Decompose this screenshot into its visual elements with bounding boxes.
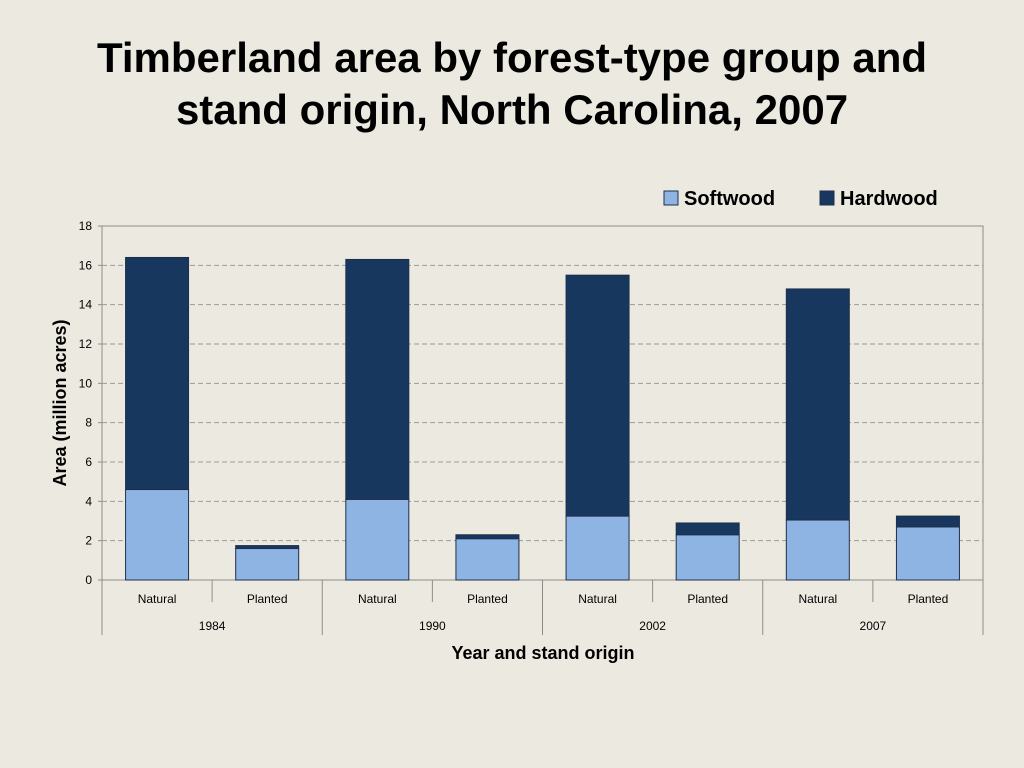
x-category-label: Planted (247, 592, 288, 606)
y-axis-title: Area (million acres) (50, 319, 70, 486)
y-tick-label: 6 (85, 455, 92, 469)
y-tick-label: 18 (79, 219, 93, 233)
x-category-label: Natural (578, 592, 617, 606)
x-category-label: Planted (467, 592, 508, 606)
bar-softwood (895, 526, 960, 581)
legend-label-softwood: Softwood (684, 188, 775, 210)
bar-hardwood (675, 522, 740, 536)
bar-softwood (235, 548, 300, 581)
bar-hardwood (345, 258, 410, 500)
bar-hardwood (455, 534, 520, 540)
x-category-label: Natural (358, 592, 397, 606)
y-tick-label: 14 (79, 298, 93, 312)
slide-title-line-2: stand origin, North Carolina, 2007 (175, 86, 849, 133)
bar-hardwood (785, 288, 850, 521)
x-axis-title: Year and stand origin (451, 643, 634, 663)
plot-area (101, 225, 984, 581)
y-tick-label: 16 (79, 258, 93, 272)
x-group-label: 1990 (419, 619, 446, 633)
legend-label-hardwood: Hardwood (840, 188, 938, 210)
x-category-label: Natural (798, 592, 837, 606)
slide-title: Timberland area by forest-type group and… (0, 32, 1024, 136)
bar-hardwood (565, 274, 630, 517)
slide-title-line-1: Timberland area by forest-type group and (96, 34, 928, 81)
bar-softwood (675, 534, 740, 581)
y-tick-label: 2 (85, 534, 92, 548)
y-tick-label: 0 (85, 573, 92, 587)
x-category-label: Natural (138, 592, 177, 606)
y-tick-label: 10 (79, 376, 93, 390)
y-tick-label: 12 (79, 337, 93, 351)
y-tick-label: 8 (85, 416, 92, 430)
bar-softwood (345, 498, 410, 581)
legend-swatch-softwood (663, 190, 679, 206)
y-tick-label: 4 (85, 494, 92, 508)
bar-softwood (785, 519, 850, 581)
bar-hardwood (895, 515, 960, 528)
bar-hardwood (235, 545, 300, 550)
legend-swatch-hardwood (819, 190, 835, 206)
x-category-label: Planted (908, 592, 949, 606)
bar-softwood (455, 538, 520, 581)
x-category-label: Planted (687, 592, 728, 606)
x-group-label: 1984 (199, 619, 226, 633)
x-group-label: 2002 (639, 619, 666, 633)
bar-softwood (125, 489, 190, 581)
x-group-label: 2007 (860, 619, 887, 633)
bar-softwood (565, 515, 630, 581)
bar-hardwood (125, 256, 190, 491)
